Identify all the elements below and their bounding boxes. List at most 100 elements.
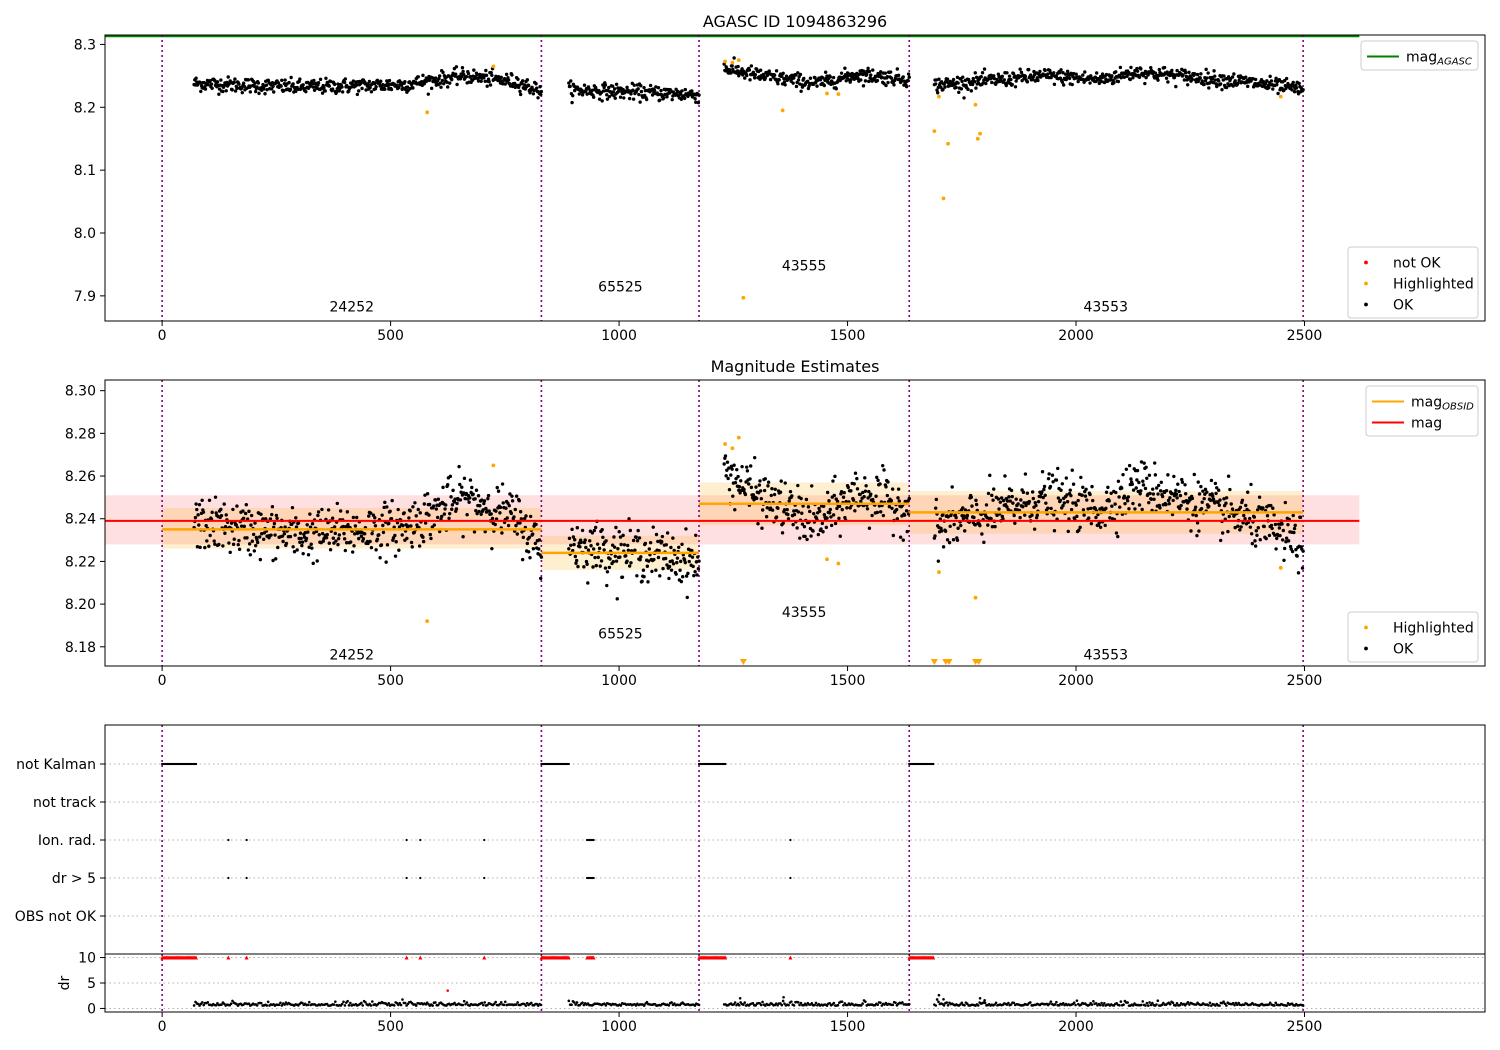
- ok-point: [1116, 534, 1120, 539]
- dr-point: [483, 1001, 487, 1004]
- ok-point: [656, 92, 660, 97]
- ok-point: [861, 84, 866, 88]
- dr-point: [398, 1001, 402, 1005]
- ok-point: [1301, 549, 1305, 553]
- ok-point: [1082, 513, 1086, 517]
- ok-point: [445, 80, 449, 84]
- ok-point: [253, 81, 257, 85]
- ok-point: [1131, 76, 1135, 80]
- ok-point: [494, 509, 498, 513]
- ok-point: [769, 493, 773, 498]
- ok-point: [388, 509, 392, 513]
- ok-point: [283, 525, 287, 529]
- ok-point: [458, 482, 462, 487]
- ok-point: [863, 489, 868, 493]
- ok-point: [462, 476, 467, 481]
- ok-point: [947, 540, 952, 545]
- ok-point: [282, 89, 286, 93]
- ok-point: [961, 516, 966, 521]
- ok-point: [207, 544, 211, 548]
- ok-point: [300, 543, 304, 548]
- ok-point: [1084, 487, 1088, 492]
- ok-point: [1013, 85, 1018, 89]
- ok-point: [783, 481, 787, 485]
- ok-point: [894, 507, 899, 512]
- ok-point: [355, 92, 360, 97]
- dr-point: [1285, 1004, 1288, 1007]
- ok-point: [799, 496, 803, 501]
- ok-point: [804, 497, 809, 502]
- ok-point: [465, 512, 469, 517]
- ok-point: [605, 93, 609, 97]
- ok-point: [335, 501, 340, 506]
- ok-point: [1156, 483, 1161, 488]
- ok-point: [255, 537, 259, 542]
- y-tick-label: 8.3: [74, 37, 96, 53]
- dr-point: [1103, 1002, 1106, 1005]
- dr-point: [465, 1001, 469, 1004]
- ok-point: [879, 510, 883, 514]
- ok-point: [1131, 488, 1136, 492]
- ok-point: [1251, 77, 1255, 81]
- highlighted-point: [932, 129, 937, 134]
- ok-point: [520, 82, 524, 86]
- ok-point: [461, 534, 465, 539]
- ok-point: [401, 523, 405, 528]
- ok-point: [1081, 73, 1085, 77]
- ok-point: [270, 505, 275, 509]
- ok-point: [1230, 507, 1235, 511]
- dr-point: [1140, 1003, 1143, 1007]
- ok-point: [821, 504, 826, 508]
- ok-point: [1010, 82, 1014, 87]
- ok-point: [474, 509, 478, 513]
- dr-point: [570, 1003, 573, 1007]
- ok-point: [503, 82, 507, 86]
- ok-point: [1248, 525, 1253, 529]
- ok-point: [1274, 547, 1278, 551]
- ok-point: [1158, 489, 1163, 493]
- ok-point: [569, 543, 573, 547]
- ok-point: [530, 532, 535, 536]
- dr-point: [783, 1002, 786, 1005]
- ok-point: [1046, 506, 1050, 510]
- ok-point: [904, 84, 909, 89]
- ok-point: [434, 507, 439, 511]
- ok-point: [1114, 490, 1118, 495]
- ok-point: [345, 510, 350, 514]
- ok-point: [979, 75, 983, 79]
- agasc-x-axis: 0 500 1000 1500 2000 2500: [158, 321, 1322, 344]
- dr-point: [1174, 1004, 1177, 1007]
- ok-point: [212, 539, 216, 543]
- ok-point: [1023, 472, 1028, 476]
- ok-point: [1059, 488, 1063, 492]
- ok-point: [259, 532, 264, 536]
- ok-point: [500, 531, 504, 535]
- ok-point: [247, 509, 251, 514]
- ok-point: [1125, 499, 1130, 503]
- ok-point: [1085, 498, 1089, 502]
- ok-point: [282, 532, 287, 536]
- dr-point: [963, 1003, 966, 1007]
- ok-point: [1023, 513, 1027, 517]
- ok-point: [731, 494, 735, 498]
- ok-point: [627, 96, 632, 101]
- dr-point: [1145, 1001, 1149, 1005]
- legend-label: Highlighted: [1393, 621, 1474, 637]
- ok-point: [939, 85, 943, 90]
- ok-point: [1149, 497, 1154, 501]
- ok-point: [776, 506, 780, 510]
- ok-point: [831, 479, 835, 483]
- ok-point: [1114, 531, 1119, 535]
- dr-point: [1029, 1001, 1032, 1004]
- ok-point: [690, 548, 694, 553]
- ok-point: [516, 77, 520, 81]
- ok-point: [1060, 80, 1065, 84]
- ok-point: [344, 541, 349, 545]
- ok-point: [626, 543, 630, 548]
- ok-point: [579, 540, 583, 545]
- ok-point: [208, 533, 212, 538]
- ok-point: [1050, 473, 1055, 477]
- ok-point: [796, 71, 800, 75]
- ok-point: [685, 595, 689, 600]
